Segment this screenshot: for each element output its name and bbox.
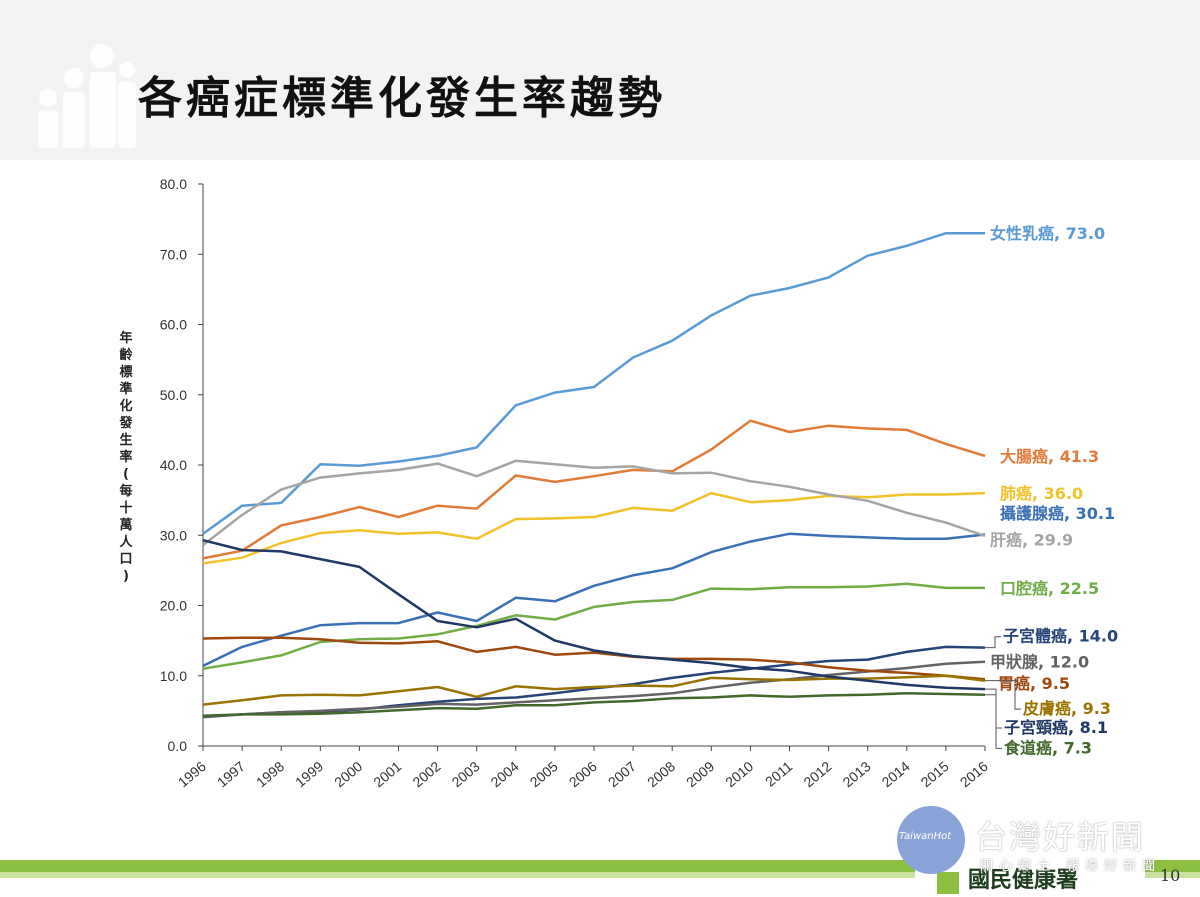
series-line-甲狀腺	[202, 660, 986, 719]
y-axis-label-char: )	[123, 569, 129, 584]
x-tick-label: 1998	[253, 758, 287, 790]
x-tick-label: 2009	[683, 758, 717, 790]
series-end-label: 攝護腺癌, 30.1	[1000, 504, 1115, 523]
series-end-label: 肝癌, 29.9	[990, 530, 1073, 549]
y-axis-label-char: 每	[119, 484, 133, 499]
page-title: 各癌症標準化發生率趨勢	[138, 73, 666, 124]
series-line-肝癌	[202, 459, 986, 547]
x-tick-label: 2007	[605, 758, 639, 790]
y-axis-label-char: 發	[119, 416, 133, 431]
series-line-胃癌	[202, 636, 986, 681]
page-number: 10	[1160, 866, 1181, 885]
x-tick-label: 2014	[879, 758, 913, 790]
x-tick-label: 1996	[175, 758, 209, 790]
y-axis-label-char: 人	[119, 535, 133, 550]
x-tick-label: 2000	[331, 758, 365, 790]
y-axis-label-char: 準	[119, 382, 133, 397]
series-line-攝護腺癌	[202, 532, 986, 668]
x-tick-label: 1999	[292, 758, 326, 790]
y-tick-label: 70.0	[160, 246, 187, 262]
y-tick-label: 50.0	[160, 387, 187, 403]
x-tick-label: 2003	[448, 758, 482, 790]
y-tick-label: 20.0	[160, 598, 187, 614]
y-axis-label-char: 年	[119, 331, 133, 346]
x-tick-label: 2016	[957, 758, 991, 790]
series-end-label: 口腔癌, 22.5	[1000, 579, 1099, 598]
y-tick-label: 80.0	[160, 176, 187, 192]
header-band	[0, 0, 1200, 160]
series-end-label: 大腸癌, 41.3	[1000, 447, 1099, 466]
y-axis-label-char: 口	[119, 552, 133, 567]
y-axis-label-char: 生	[119, 433, 133, 448]
x-tick-label: 2015	[918, 758, 952, 790]
y-axis-label-char: 率	[119, 450, 133, 465]
series-end-label: 肺癌, 36.0	[1000, 484, 1083, 503]
watermark-logo-text: TaiwanHot	[899, 831, 952, 842]
series-line-肺癌	[202, 491, 986, 565]
x-tick-label: 2008	[644, 758, 678, 790]
x-tick-label: 2013	[839, 758, 873, 790]
series-end-label: 子宮體癌, 14.0	[1003, 627, 1118, 646]
label-leader-line	[985, 694, 1002, 749]
x-tick-label: 2002	[409, 758, 443, 790]
y-axis-label-char: 齡	[119, 348, 133, 363]
y-tick-label: 30.0	[160, 527, 187, 543]
y-tick-label: 10.0	[160, 668, 187, 684]
y-axis-label-char: (	[123, 467, 129, 482]
x-tick-label: 2011	[762, 758, 796, 790]
y-axis-label-char: 化	[119, 399, 133, 414]
x-tick-label: 1997	[214, 758, 248, 790]
watermark-title: 台灣好新聞	[975, 818, 1146, 856]
series-end-label: 胃癌, 9.5	[998, 674, 1070, 693]
x-tick-label: 2006	[566, 758, 600, 790]
x-tick-label: 2010	[722, 758, 756, 790]
x-tick-label: 2005	[527, 758, 561, 790]
x-tick-label: 2004	[488, 758, 522, 790]
series-end-label: 皮膚癌, 9.3	[1022, 699, 1111, 718]
org-name: 國民健康署	[968, 867, 1079, 893]
y-axis-label-char: 萬	[119, 518, 133, 533]
series-end-label: 女性乳癌, 73.0	[990, 224, 1105, 243]
series-end-label: 甲狀腺, 12.0	[990, 653, 1089, 672]
series-end-label: 食道癌, 7.3	[1003, 738, 1092, 757]
label-leader-line	[985, 636, 1001, 649]
org-logo-icon	[937, 872, 959, 894]
y-tick-label: 40.0	[160, 457, 187, 473]
x-tick-label: 2001	[370, 758, 404, 790]
y-axis-label-char: 十	[119, 501, 133, 516]
people-logo-icon	[38, 44, 136, 148]
y-axis-label: 年齡標準化發生率 ( 每十萬人口)	[116, 330, 136, 585]
series-end-label: 子宮頸癌, 8.1	[1004, 718, 1108, 737]
y-axis-label-char: 標	[119, 365, 133, 380]
series-line-女性乳癌	[202, 231, 985, 535]
x-tick-label: 2012	[800, 758, 834, 790]
watermark-subtitle: 關心鄉土 報導好新聞	[980, 859, 1162, 874]
series-line-食道癌	[202, 692, 986, 718]
y-tick-label: 0.0	[168, 738, 188, 754]
watermark-circle-icon	[897, 806, 965, 874]
footer-green-bar-light	[0, 872, 1200, 878]
series-line-大腸癌	[202, 419, 986, 560]
y-tick-label: 60.0	[160, 317, 187, 333]
series-line-子宮頸癌	[202, 538, 986, 691]
footer-green-bar	[0, 860, 1200, 872]
label-leader-line	[985, 680, 1021, 710]
